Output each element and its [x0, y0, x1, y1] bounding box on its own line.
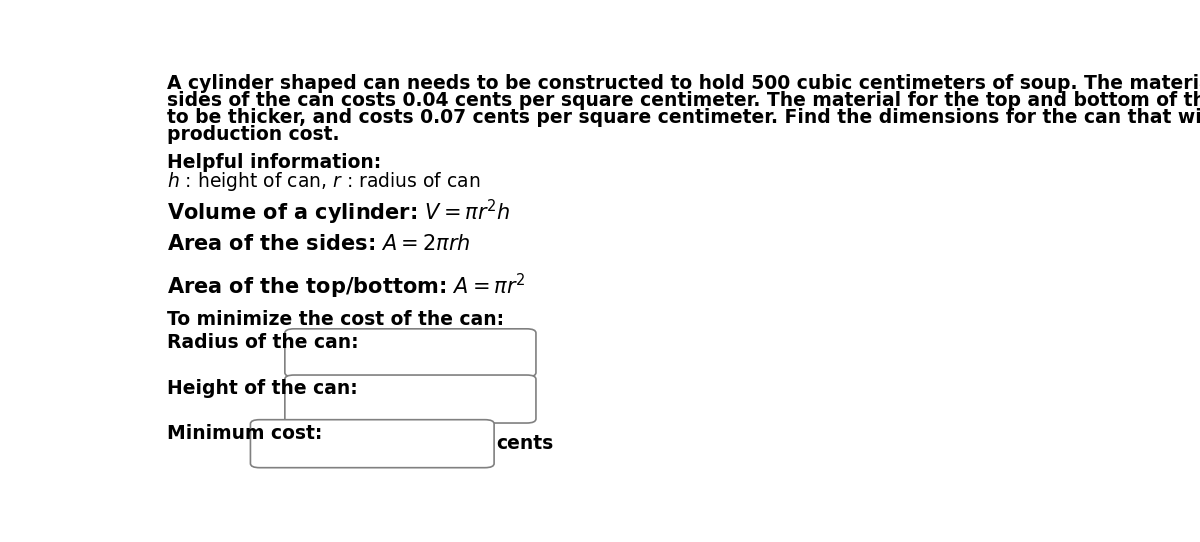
Text: Minimum cost:: Minimum cost:: [167, 424, 322, 443]
Text: sides of the can costs 0.04 cents per square centimeter. The material for the to: sides of the can costs 0.04 cents per sq…: [167, 91, 1200, 110]
FancyBboxPatch shape: [284, 329, 536, 377]
FancyBboxPatch shape: [251, 420, 494, 468]
Text: $h$ : height of can, $r$ : radius of can: $h$ : height of can, $r$ : radius of can: [167, 170, 480, 193]
Text: production cost.: production cost.: [167, 125, 340, 144]
Text: cents: cents: [496, 434, 553, 453]
FancyBboxPatch shape: [284, 375, 536, 423]
Text: Area of the top/bottom: $A = \pi r^2$: Area of the top/bottom: $A = \pi r^2$: [167, 272, 526, 301]
Text: A cylinder shaped can needs to be constructed to hold 500 cubic centimeters of s: A cylinder shaped can needs to be constr…: [167, 74, 1200, 93]
Text: Height of the can:: Height of the can:: [167, 379, 358, 398]
Text: Volume of a cylinder: $V = \pi r^2 h$: Volume of a cylinder: $V = \pi r^2 h$: [167, 197, 510, 227]
Text: to be thicker, and costs 0.07 cents per square centimeter. Find the dimensions f: to be thicker, and costs 0.07 cents per …: [167, 108, 1200, 127]
Text: Radius of the can:: Radius of the can:: [167, 333, 359, 352]
Text: To minimize the cost of the can:: To minimize the cost of the can:: [167, 310, 504, 329]
Text: Helpful information:: Helpful information:: [167, 153, 380, 172]
Text: Area of the sides: $A = 2\pi r h$: Area of the sides: $A = 2\pi r h$: [167, 235, 470, 254]
